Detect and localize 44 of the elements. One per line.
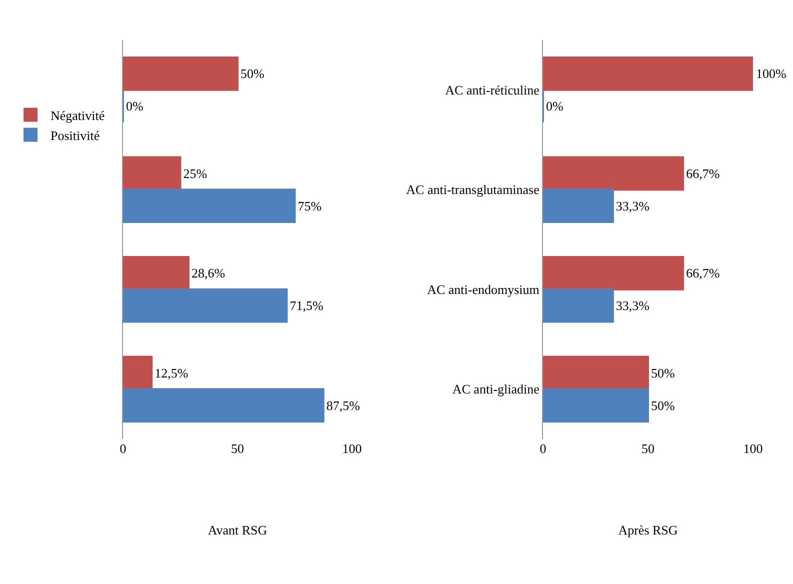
bar (543, 188, 614, 224)
data-label: 66,7% (686, 266, 720, 281)
x-tick-label: 0 (120, 441, 126, 456)
data-label: 25% (183, 166, 208, 181)
y-tick-label: AC anti-gliadine (452, 382, 540, 397)
data-label: 87,5% (326, 398, 360, 413)
data-label: 66,7% (686, 166, 720, 181)
bar (123, 388, 324, 423)
bar (543, 56, 753, 91)
y-tick-label: AC anti-endomysium (427, 282, 540, 297)
legend-label: Négativité (50, 108, 105, 123)
data-label: 75% (298, 198, 322, 214)
data-label: 0% (126, 98, 144, 114)
bar (123, 56, 238, 91)
bar (543, 388, 649, 423)
bar (543, 256, 684, 290)
data-label: 50% (651, 365, 675, 380)
x-tick-label: 100 (743, 441, 763, 456)
x-axis-title: Après RSG (618, 522, 678, 538)
bar (123, 188, 296, 224)
data-label: 33,3% (616, 198, 650, 214)
bar (123, 156, 182, 191)
data-label: 28,6% (191, 266, 226, 281)
data-label: 50% (651, 398, 675, 413)
x-tick-label: 100 (342, 441, 362, 456)
y-tick-label: AC anti-réticuline (445, 82, 540, 98)
data-label: 33,3% (616, 298, 650, 314)
bar (543, 356, 649, 390)
legend-label: Positivité (50, 128, 100, 143)
x-tick-label: 50 (642, 441, 654, 456)
bar (123, 356, 153, 390)
bar (543, 288, 614, 323)
data-label: 0% (546, 98, 564, 114)
x-tick-label: 0 (540, 441, 546, 456)
x-tick-label: 50 (231, 441, 244, 456)
data-label: 50% (240, 66, 264, 82)
bar (543, 156, 684, 191)
data-label: 12,5% (154, 365, 188, 380)
bar (123, 288, 288, 323)
y-tick-label: AC anti-transglutaminase (406, 182, 540, 198)
data-label: 100% (756, 66, 786, 82)
x-axis-title: Avant RSG (208, 522, 268, 538)
data-label: 71,5% (290, 298, 324, 314)
bar (123, 256, 190, 290)
